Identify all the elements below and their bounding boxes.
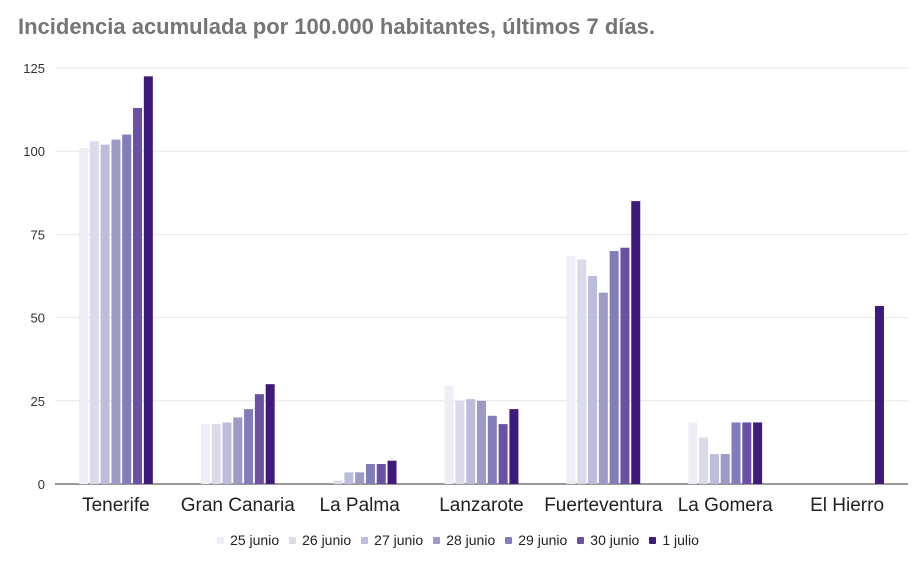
bar — [200, 424, 210, 484]
bar — [466, 399, 476, 484]
bar — [211, 424, 221, 484]
legend-item: 27 junio — [361, 532, 423, 548]
legend-swatch — [289, 536, 297, 544]
legend-label: 28 junio — [446, 532, 496, 548]
x-tick-label: La Gomera — [678, 495, 773, 516]
bar — [509, 409, 519, 484]
legend-item: 29 junio — [505, 532, 567, 548]
legend-swatch — [217, 536, 225, 544]
bar — [699, 437, 709, 484]
bar — [100, 144, 110, 484]
legend-swatch — [649, 536, 657, 544]
bar — [720, 454, 730, 484]
bar — [631, 201, 641, 484]
bar — [487, 415, 497, 484]
legend-swatch — [577, 536, 585, 544]
legend-item: 1 julio — [649, 532, 699, 548]
bar — [344, 472, 354, 484]
bar — [753, 422, 763, 484]
legend-label: 1 julio — [662, 532, 699, 548]
y-tick-label: 75 — [31, 227, 45, 242]
bar — [333, 480, 343, 484]
legend-label: 29 junio — [518, 532, 568, 548]
bar — [688, 422, 698, 484]
y-tick-label: 125 — [23, 61, 45, 76]
x-tick-label: Fuerteventura — [544, 495, 663, 516]
bar — [387, 460, 397, 484]
x-tick-label: La Palma — [320, 495, 401, 516]
bar — [265, 384, 275, 484]
chart-legend: 25 junio 26 junio 27 junio 28 junio 29 junio… — [0, 532, 916, 548]
bar — [620, 247, 630, 484]
x-tick-label: Lanzarote — [439, 495, 524, 516]
bar — [233, 417, 243, 484]
bar — [444, 385, 454, 484]
bar — [365, 464, 375, 484]
bar — [133, 107, 143, 484]
x-tick-label: Tenerife — [82, 495, 150, 516]
legend-item: 25 junio — [217, 532, 279, 548]
bar — [222, 422, 232, 484]
bar — [731, 422, 741, 484]
bar — [874, 305, 884, 484]
bar — [89, 141, 99, 484]
legend-label: 26 junio — [302, 532, 352, 548]
bar — [609, 251, 619, 484]
bar — [244, 409, 254, 484]
bar — [254, 394, 264, 484]
bar — [709, 454, 719, 484]
bar — [376, 464, 386, 484]
legend-item: 28 junio — [433, 532, 495, 548]
legend-swatch — [505, 536, 513, 544]
bar — [143, 76, 153, 484]
bar — [477, 400, 486, 484]
bar — [79, 147, 89, 484]
y-tick-label: 25 — [31, 394, 45, 409]
legend-label: 27 junio — [374, 532, 424, 548]
legend-label: 25 junio — [230, 532, 280, 548]
legend-swatch — [433, 536, 441, 544]
bar — [742, 422, 752, 484]
x-tick-label: El Hierro — [810, 495, 884, 516]
bar-chart: 0 25 50 75 100 125 Tenerife Gran Canaria La Palm… — [23, 61, 908, 516]
legend-item: 26 junio — [289, 532, 351, 548]
bar — [455, 400, 465, 484]
bar — [588, 276, 598, 484]
bar — [577, 259, 587, 484]
chart-title: Incidencia acumulada por 100.000 habitan… — [18, 14, 656, 39]
bar — [111, 139, 121, 484]
bar — [598, 292, 608, 484]
bar — [355, 472, 365, 484]
legend-swatch — [361, 536, 369, 544]
bar — [122, 134, 132, 484]
legend-item: 30 junio — [577, 532, 639, 548]
bar — [498, 424, 508, 484]
y-tick-label: 100 — [23, 144, 45, 159]
bar — [566, 256, 576, 484]
legend-label: 30 junio — [590, 532, 640, 548]
y-tick-label: 50 — [31, 311, 45, 326]
x-tick-label: Gran Canaria — [181, 495, 295, 516]
y-tick-label: 0 — [38, 477, 45, 492]
